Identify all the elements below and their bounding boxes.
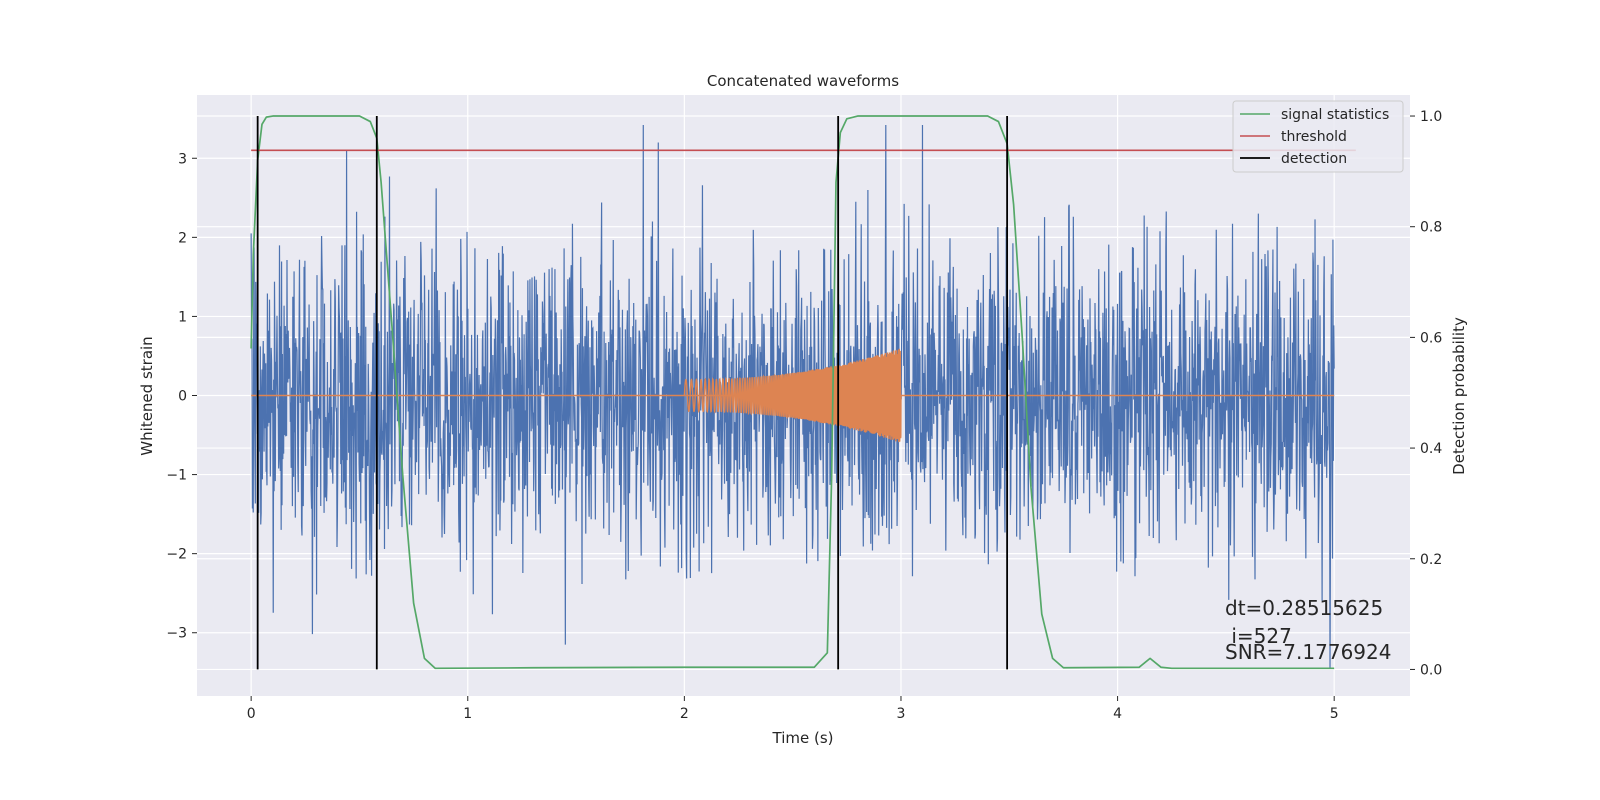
y-left-tick-label: 1: [178, 309, 187, 325]
legend-label-detection: detection: [1281, 151, 1347, 167]
annotation-snr: SNR=7.1776924: [1225, 640, 1391, 664]
legend: signal statistics threshold detection: [1232, 100, 1404, 173]
signal-statistics-line: [250, 115, 1335, 670]
y-right-tick-label: 0.4: [1420, 441, 1442, 457]
x-tick-label: 4: [1113, 706, 1122, 722]
x-tick-label: 2: [680, 706, 689, 722]
x-axis-label: Time (s): [772, 729, 834, 747]
y-left-tick-label: 3: [178, 151, 187, 167]
y-left-tick-label: 0: [178, 389, 187, 405]
y-right-tick-label: 0.2: [1420, 552, 1442, 568]
y-right-tick-label: 0.8: [1420, 220, 1442, 236]
signal-statistics-series: [250, 115, 1335, 670]
y-axis-label-right: Detection probability: [1450, 317, 1468, 475]
y-left-tick-label: 2: [178, 230, 187, 246]
legend-label-signal-statistics: signal statistics: [1281, 107, 1389, 123]
y-right-tick-label: 0.6: [1420, 330, 1442, 346]
injection-line: [683, 348, 902, 443]
y-right-tick-label: 1.0: [1420, 109, 1442, 125]
y-axis-label-left: Whitened strain: [138, 336, 156, 455]
injection-series: [251, 348, 1335, 443]
x-tick-label: 0: [247, 706, 256, 722]
x-tick-label: 3: [897, 706, 906, 722]
x-tick-label: 5: [1330, 706, 1339, 722]
y-right-tick-label: 0.0: [1420, 662, 1442, 678]
legend-label-threshold: threshold: [1281, 129, 1347, 145]
detection-series: [256, 116, 1009, 670]
x-tick-label: 1: [463, 706, 472, 722]
legend-box: [1232, 100, 1404, 173]
y-left-tick-label: −3: [166, 626, 187, 642]
annotation-index: i=527: [1225, 624, 1292, 648]
y-left-tick-label: −2: [166, 547, 187, 563]
axis-ticks: 0 1 2 3 4 5 −3 −2 −1 0 1 2 3 0.0 0.2 0.4 0.6 0.8 1.0: [166, 109, 1442, 722]
annotation-dt: dt=0.28515625: [1225, 596, 1383, 620]
y-left-tick-label: −1: [166, 468, 187, 484]
chart-title: Concatenated waveforms: [707, 72, 899, 90]
